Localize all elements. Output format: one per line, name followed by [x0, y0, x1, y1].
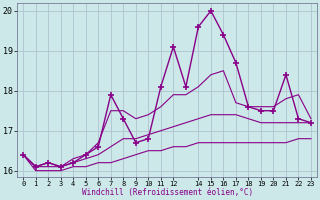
X-axis label: Windchill (Refroidissement éolien,°C): Windchill (Refroidissement éolien,°C) — [82, 188, 253, 197]
